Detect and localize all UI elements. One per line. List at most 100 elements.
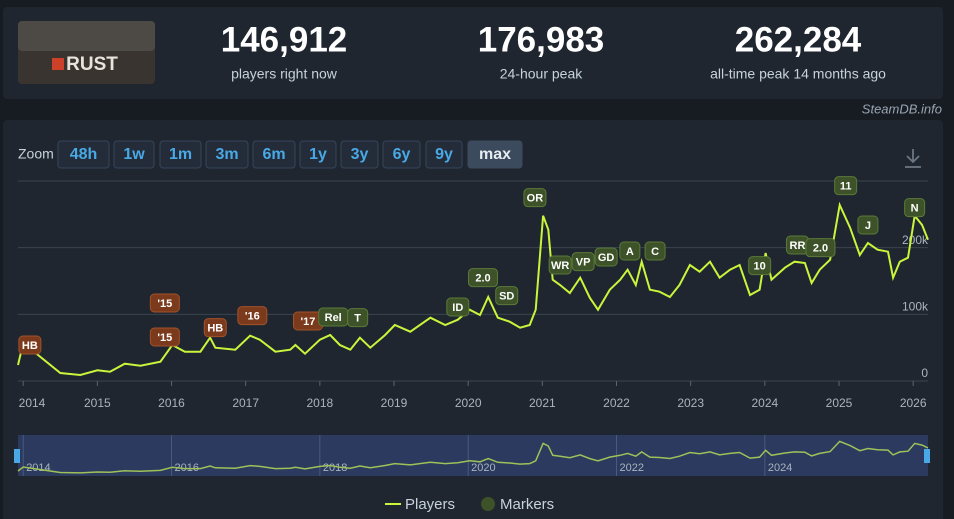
event-marker-label: A: [626, 246, 634, 258]
event-marker-label: Rel: [325, 312, 342, 324]
navigator-label: 2022: [620, 462, 644, 474]
event-marker[interactable]: [619, 241, 641, 261]
zoom-button[interactable]: [467, 140, 523, 169]
event-marker[interactable]: [495, 286, 519, 306]
x-tick-label: 2024: [751, 396, 778, 410]
x-tick-label: 2026: [900, 396, 927, 410]
event-marker-label: C: [651, 246, 659, 258]
event-marker-label: OR: [527, 193, 544, 205]
zoom-button-label[interactable]: 1m: [169, 146, 192, 163]
zoom-button-label[interactable]: 6y: [393, 146, 411, 163]
zoom-button-label[interactable]: 3y: [351, 146, 369, 163]
y-tick-label: 100k: [902, 300, 929, 314]
navigator-line: [17, 440, 929, 474]
event-marker-label: 10: [754, 261, 766, 273]
event-marker[interactable]: [834, 176, 858, 196]
event-marker-label: HB: [22, 340, 38, 352]
legend-marker: [481, 497, 495, 511]
event-marker[interactable]: [468, 268, 499, 288]
stat-label: players right now: [231, 66, 338, 82]
event-marker[interactable]: [149, 293, 180, 313]
x-tick-label: 2016: [158, 396, 185, 410]
zoom-button[interactable]: [205, 140, 249, 169]
zoom-button-label[interactable]: 6m: [262, 146, 285, 163]
x-tick-label: 2018: [306, 396, 333, 410]
legend-label[interactable]: Markers: [500, 496, 554, 513]
download-icon[interactable]: [905, 149, 921, 168]
zoom-button-label[interactable]: 1w: [123, 146, 145, 163]
stat-value: 176,983: [478, 20, 605, 59]
zoom-button[interactable]: [159, 140, 202, 169]
x-tick-label: 2015: [84, 396, 111, 410]
event-marker[interactable]: [347, 308, 369, 328]
zoom-button[interactable]: [340, 140, 379, 169]
y-tick-label: 200k: [902, 233, 929, 247]
event-marker[interactable]: [748, 256, 772, 276]
legend-label[interactable]: Players: [405, 496, 455, 513]
zoom-button[interactable]: [113, 140, 155, 169]
event-marker-label: '17: [301, 316, 316, 328]
event-marker-label: '15: [157, 332, 172, 344]
event-marker-label: '16: [245, 311, 260, 323]
event-marker-label: N: [911, 203, 919, 215]
event-marker-label: T: [354, 313, 361, 325]
navigator-label: 2024: [768, 462, 792, 474]
zoom-button[interactable]: [57, 140, 110, 169]
event-marker-label: 11: [840, 181, 852, 193]
event-marker-label: ID: [452, 302, 463, 314]
event-marker-label: SD: [499, 291, 514, 303]
navigator-handle[interactable]: [924, 449, 930, 463]
stat-value: 146,912: [221, 20, 348, 59]
zoom-button-label[interactable]: 48h: [70, 146, 98, 163]
event-marker[interactable]: [594, 247, 618, 267]
event-marker[interactable]: [857, 215, 879, 235]
event-marker[interactable]: [149, 327, 180, 347]
event-marker[interactable]: [203, 318, 227, 338]
event-marker[interactable]: [644, 241, 666, 261]
event-marker-label: VP: [576, 257, 591, 269]
event-marker[interactable]: [805, 238, 836, 258]
x-tick-label: 2019: [381, 396, 408, 410]
event-marker-label: RR: [790, 240, 806, 252]
event-marker-label: HB: [207, 323, 223, 335]
zoom-button-label[interactable]: 3m: [215, 146, 238, 163]
zoom-button[interactable]: [252, 140, 296, 169]
zoom-button-label[interactable]: 1y: [309, 146, 327, 163]
x-tick-label: 2025: [826, 396, 853, 410]
x-tick-label: 2022: [603, 396, 630, 410]
event-marker[interactable]: [237, 306, 268, 326]
event-marker-label: J: [865, 220, 871, 232]
chart-panel: [3, 120, 943, 519]
zoom-label: Zoom: [18, 146, 54, 162]
x-tick-label: 2017: [232, 396, 259, 410]
event-marker[interactable]: [18, 335, 42, 355]
stats-panel: [3, 7, 943, 99]
zoom-button-label[interactable]: 9y: [435, 146, 453, 163]
event-marker[interactable]: [446, 297, 470, 317]
event-marker-label: WR: [551, 260, 569, 272]
zoom-button[interactable]: [425, 140, 463, 169]
event-marker-label: '15: [157, 298, 172, 310]
stat-label: 24-hour peak: [500, 66, 584, 82]
logo-sky: [18, 21, 155, 51]
credit[interactable]: SteamDB.info: [862, 101, 942, 116]
x-tick-label: 2023: [677, 396, 704, 410]
zoom-button[interactable]: [299, 140, 337, 169]
stat-value: 262,284: [735, 20, 862, 59]
stat-label: all-time peak 14 months ago: [710, 66, 886, 82]
event-marker-label: 2.0: [813, 243, 828, 255]
zoom-button-label[interactable]: max: [479, 146, 511, 163]
navigator-label: 2020: [471, 462, 495, 474]
x-tick-label: 2021: [529, 396, 556, 410]
event-marker[interactable]: [523, 188, 547, 208]
zoom-button[interactable]: [382, 140, 421, 169]
event-marker[interactable]: [904, 198, 926, 218]
logo-text: RUST: [66, 54, 118, 75]
players-line: [17, 201, 929, 377]
navigator-handle[interactable]: [14, 449, 20, 463]
event-marker[interactable]: [548, 255, 572, 275]
navigator[interactable]: [18, 435, 928, 476]
x-tick-label: 2020: [455, 396, 482, 410]
event-marker[interactable]: [571, 252, 595, 272]
